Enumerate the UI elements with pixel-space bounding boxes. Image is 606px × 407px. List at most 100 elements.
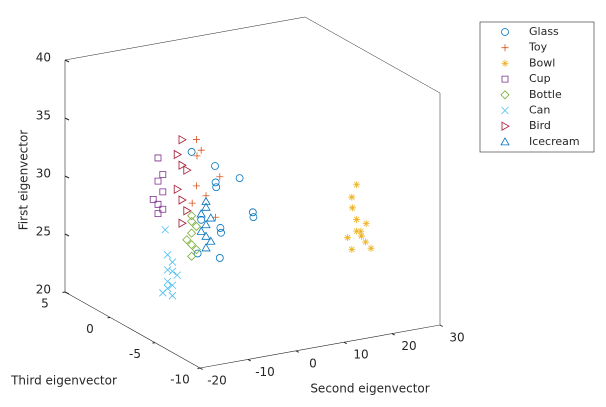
z-tick	[64, 233, 70, 237]
marker	[191, 221, 201, 232]
marker	[357, 227, 365, 235]
z-tick	[64, 291, 70, 295]
axis-line	[199, 324, 441, 369]
marker	[501, 59, 509, 67]
marker	[248, 208, 257, 217]
marker	[163, 266, 172, 274]
x-tick	[343, 341, 347, 345]
z-tick-label: 20	[36, 283, 51, 297]
x-tick-label: 0	[309, 356, 317, 370]
y-axis-label: Third eigenvector	[10, 374, 117, 388]
marker	[168, 291, 177, 300]
legend-label: Bottle	[529, 88, 562, 101]
marker	[178, 218, 187, 228]
marker	[187, 216, 197, 227]
marker	[192, 135, 200, 143]
marker	[235, 174, 244, 183]
marker	[206, 236, 216, 245]
marker	[196, 226, 206, 235]
marker	[192, 182, 200, 190]
x-tick-label: -10	[255, 365, 275, 379]
marker	[212, 183, 221, 192]
marker	[188, 199, 196, 207]
x-tick-label: 30	[449, 331, 464, 345]
axis-line	[64, 291, 201, 369]
marker	[201, 231, 211, 240]
x-tick-label: -20	[207, 374, 227, 388]
box-edge	[304, 16, 441, 94]
marker	[201, 202, 211, 211]
marker	[501, 44, 509, 52]
marker	[211, 178, 220, 187]
marker	[154, 177, 162, 185]
marker	[362, 220, 370, 228]
marker	[249, 213, 258, 222]
marker	[191, 245, 201, 255]
z-axis-label: First eigenvector	[17, 130, 31, 231]
marker	[357, 232, 365, 240]
marker	[215, 254, 224, 262]
x-tick-label: 10	[353, 348, 368, 362]
marker	[216, 173, 224, 181]
marker	[178, 195, 187, 205]
marker	[353, 227, 361, 235]
marker	[168, 267, 177, 276]
legend-label: Bowl	[529, 56, 555, 69]
z-tick	[64, 117, 70, 121]
marker	[196, 209, 206, 218]
legend-label: Glass	[529, 25, 559, 38]
marker	[501, 28, 509, 36]
x-tick-label: 20	[401, 339, 416, 353]
marker	[367, 244, 375, 252]
x-tick	[439, 324, 443, 327]
marker	[159, 171, 167, 178]
marker	[163, 277, 172, 286]
marker	[197, 146, 205, 154]
marker	[344, 234, 352, 242]
marker	[501, 106, 509, 115]
y-tick	[62, 291, 66, 293]
z-tick	[64, 59, 70, 63]
marker	[501, 75, 509, 83]
x-tick	[247, 358, 251, 362]
marker	[154, 154, 162, 162]
legend-label: Icecream	[529, 135, 580, 148]
marker	[173, 271, 181, 279]
legend-label: Can	[529, 104, 550, 117]
marker	[187, 228, 197, 238]
legend-box	[479, 21, 595, 153]
y-tick	[152, 342, 156, 344]
marker	[216, 224, 225, 232]
marker	[500, 137, 510, 146]
marker	[168, 281, 177, 290]
marker	[187, 211, 197, 221]
y-tick-label: 5	[41, 297, 49, 311]
marker	[501, 121, 510, 131]
legend: Glass Toy Bowl Cup Bottle Can Bird Icecream	[479, 21, 595, 153]
marker	[187, 251, 197, 261]
marker	[149, 195, 157, 203]
marker	[161, 225, 169, 234]
y-tick-label: -10	[170, 373, 190, 387]
marker	[183, 206, 192, 216]
marker	[500, 90, 510, 100]
marker	[353, 181, 361, 189]
marker	[187, 148, 196, 156]
marker	[163, 251, 172, 259]
marker	[159, 188, 167, 196]
y-tick-label: 0	[86, 322, 94, 336]
marker	[348, 204, 356, 212]
marker	[348, 193, 356, 201]
marker	[206, 213, 216, 222]
marker	[173, 184, 183, 194]
marker	[197, 215, 206, 224]
legend-label: Bird	[529, 119, 551, 132]
marker	[217, 228, 225, 237]
marker	[348, 245, 356, 253]
x-axis-label: Second eigenvector	[310, 382, 429, 396]
y-tick	[197, 367, 201, 369]
marker	[362, 238, 370, 246]
x-tick	[295, 350, 299, 353]
marker	[201, 243, 211, 252]
